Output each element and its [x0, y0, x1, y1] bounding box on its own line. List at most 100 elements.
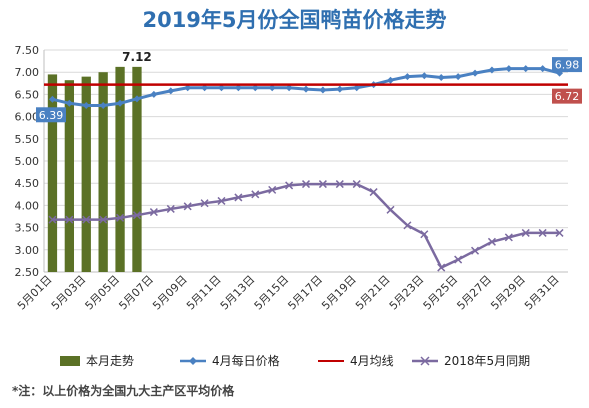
line-point [285, 84, 293, 92]
x-tick-label: 5月31日 [522, 273, 562, 313]
line-point [488, 66, 496, 74]
line-point [420, 72, 428, 80]
line-point [302, 85, 310, 93]
legend-item-avg: 4月均线 [318, 352, 394, 369]
line-point [504, 233, 513, 242]
y-tick-label: 6.50 [15, 88, 40, 101]
y-tick-label: 3.00 [15, 244, 40, 257]
line-point [183, 202, 192, 211]
y-tick-label: 6.00 [15, 111, 40, 124]
line-point [150, 90, 158, 98]
line-point [48, 95, 56, 103]
line-point [301, 180, 311, 189]
x-tick-label: 5月03日 [49, 273, 89, 313]
legend-label-april: 4月每日价格 [212, 354, 280, 368]
line-point [386, 205, 395, 214]
x-tick-label: 5月17日 [285, 273, 325, 313]
x-tick-label: 5月11日 [184, 273, 224, 313]
line-point [268, 84, 276, 92]
line-point [65, 99, 73, 107]
bar [132, 66, 142, 272]
line-point [167, 87, 175, 95]
x-tick-label: 5月15日 [252, 273, 292, 313]
line-point [234, 193, 243, 202]
line-point [184, 84, 192, 92]
legend-label-avg: 4月均线 [350, 354, 394, 368]
line-point [285, 181, 294, 190]
x-tick-label: 5月27日 [454, 273, 494, 313]
line-point [471, 246, 480, 255]
data-label-text: 6.39 [39, 109, 64, 122]
y-tick-label: 7.50 [15, 44, 40, 57]
legend-swatch-avg [318, 359, 344, 362]
y-tick-label: 7.00 [15, 66, 40, 79]
line-point [522, 65, 530, 73]
line-point [201, 84, 209, 92]
line-point [387, 76, 395, 84]
y-tick-label: 5.50 [15, 133, 40, 146]
line-point [538, 228, 547, 237]
line-point [166, 204, 175, 213]
data-label-bar-max: 7.12 [122, 50, 152, 64]
line-point [234, 84, 242, 92]
line-point [403, 73, 411, 81]
x-axis: 5月01日5月03日5月05日5月07日5月09日5月11日5月13日5月15日… [15, 273, 562, 313]
y-tick-label: 4.00 [15, 199, 40, 212]
line-point [65, 215, 74, 224]
line-point [353, 84, 361, 92]
line-series [44, 65, 568, 272]
line-point [319, 86, 327, 94]
legend-item-lastyear: 2018年5月同期 [412, 352, 530, 369]
line-point [99, 102, 107, 109]
bar [81, 76, 91, 272]
line-point [82, 215, 91, 224]
data-label-box [36, 107, 66, 123]
line-point [149, 208, 158, 217]
line-point [251, 190, 260, 199]
bar [64, 80, 75, 272]
line-point [335, 180, 344, 189]
data-label-text: 6.98 [555, 59, 580, 72]
line-point [99, 215, 108, 224]
line-point [539, 65, 547, 73]
x-tick-label: 5月21日 [353, 273, 393, 313]
line-point [217, 196, 226, 205]
line-point [454, 73, 462, 81]
line-point [336, 85, 344, 93]
line-point [200, 199, 209, 208]
bar-series [47, 66, 142, 272]
line-point [116, 213, 125, 222]
legend-swatch-lastyear [412, 355, 438, 366]
line-point [437, 263, 446, 272]
line-point [437, 74, 445, 82]
y-tick-label: 3.50 [15, 222, 40, 235]
line-point [268, 185, 277, 194]
line-point [471, 69, 479, 77]
legend-item-april: 4月每日价格 [180, 352, 280, 369]
data-label-april: 6.39 [36, 107, 66, 123]
line-point [116, 99, 124, 107]
x-tick-label: 5月07日 [116, 273, 156, 313]
legend-item-bar: 本月走势 [60, 352, 134, 369]
line-point [82, 102, 90, 109]
x-tick-label: 5月19日 [319, 273, 359, 313]
line-point [369, 188, 378, 197]
line-point [352, 180, 361, 189]
line-point [454, 255, 463, 264]
legend-swatch-april [180, 356, 206, 365]
line-point [133, 95, 141, 103]
line-point [420, 230, 429, 239]
chart-title: 2019年5月份全国鸭苗价格走势 [142, 8, 447, 32]
x-tick-label: 5月25日 [421, 273, 461, 313]
line-point [403, 221, 412, 230]
legend-label-bar: 本月走势 [86, 354, 135, 368]
data-label-text: 6.72 [555, 90, 580, 103]
x-tick-label: 5月09日 [150, 273, 190, 313]
line-point [555, 228, 564, 237]
data-label-april: 6.98 [552, 57, 582, 73]
line-point [217, 84, 225, 92]
line-point [521, 228, 530, 237]
legend-label-lastyear: 2018年5月同期 [444, 354, 531, 368]
x-tick-label: 5月29日 [488, 273, 528, 313]
line-point [505, 65, 513, 73]
